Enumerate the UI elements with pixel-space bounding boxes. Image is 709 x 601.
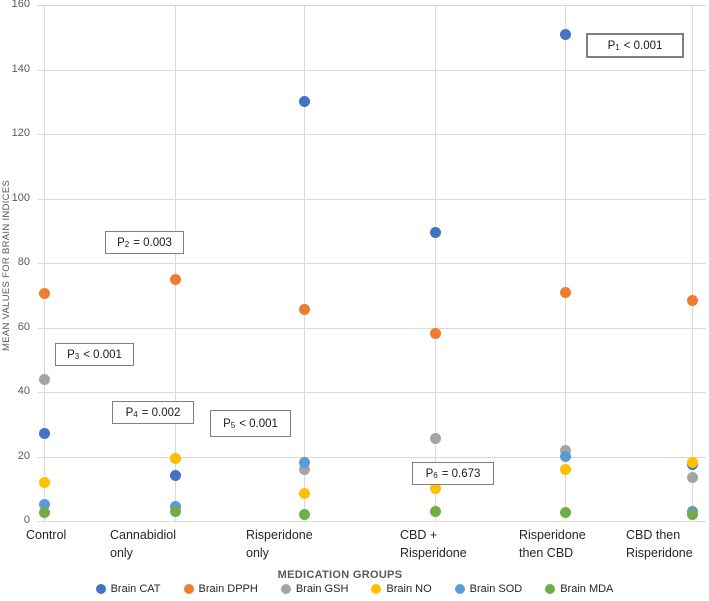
y-tick-label: 60 [17,320,30,333]
legend-label: Brain NO [386,583,432,595]
legend-item-brain-dpph: Brain DPPH [183,583,258,595]
gridline-h [37,5,706,6]
gridline-h [37,521,706,522]
point-brain-dpph-2 [298,304,310,316]
legend-item-brain-sod: Brain SOD [454,583,523,595]
gridline-h [37,198,706,200]
point-brain-no-2 [298,488,310,500]
gridline-v [175,5,176,521]
annotation-p4: P 4 = 0.002 [112,401,194,424]
legend-label: Brain MDA [560,583,614,595]
y-tick-label: 0 [23,514,30,526]
x-category-label: CBD + Risperidone [400,528,467,560]
gridline-v [44,5,45,521]
y-tick-label: 140 [11,62,30,75]
annotation-p2: P 2 = 0.003 [105,231,184,254]
point-brain-gsh-4 [559,444,571,456]
y-tick-label: 40 [17,385,30,397]
gridline-h [37,263,706,264]
point-brain-gsh-0 [38,373,50,385]
point-brain-gsh-2 [298,463,310,475]
point-brain-no-0 [38,476,50,488]
point-brain-cat-3 [429,226,441,238]
point-brain-cat-4 [559,28,571,40]
legend-item-brain-no: Brain NO [371,583,432,595]
point-brain-dpph-5 [686,294,698,306]
y-tick-label: 80 [17,256,30,268]
legend-item-brain-mda: Brain MDA [545,583,613,595]
point-brain-mda-3 [429,505,441,517]
gridline-v [692,5,693,521]
annotation-p5: P 5 < 0.001 [210,410,291,437]
point-brain-dpph-0 [38,288,50,300]
point-brain-dpph-4 [559,286,571,298]
point-brain-mda-4 [559,507,571,519]
point-brain-mda-2 [298,509,310,521]
gridline-v [304,5,305,521]
legend: Brain CAT Brain DPPH Brain GSH Brain NO Brai… [0,583,709,595]
legend-label: Brain GSH [295,583,349,595]
point-brain-mda-1 [169,505,181,517]
x-category-label: Cannabidiol only [110,528,177,560]
x-category-label: Risperidone then CBD [519,528,586,560]
gridline-h [37,392,706,393]
point-brain-no-1 [169,452,181,464]
legend-item-brain-gsh: Brain GSH [280,583,349,595]
legend-marker-icon [454,584,465,594]
y-tick-label: 160 [11,0,30,10]
gridline-h [37,327,706,329]
legend-marker-icon [545,584,556,594]
gridline-h [37,134,706,135]
gridline-v [435,5,436,521]
legend-marker-icon [183,584,194,594]
point-brain-gsh-5 [686,471,698,483]
point-brain-gsh-3 [429,433,441,445]
point-brain-cat-0 [38,428,50,440]
point-brain-mda-0 [38,507,50,519]
point-brain-cat-2 [298,96,310,108]
legend-label: Brain DPPH [198,583,258,595]
point-brain-sod-2 [298,457,310,469]
x-category-label: Control [26,528,67,542]
point-brain-mda-5 [686,509,698,521]
legend-marker-icon [95,584,106,594]
legend-marker-icon [280,584,291,594]
point-brain-dpph-1 [169,273,181,285]
annotation-p3: P 3 < 0.001 [55,343,134,366]
point-brain-sod-0 [38,499,50,511]
y-tick-label: 100 [11,191,30,204]
point-brain-cat-1 [169,470,181,482]
gridline-h [37,456,706,458]
legend-marker-icon [371,584,382,594]
point-brain-no-3 [429,483,441,495]
point-brain-no-4 [559,463,571,475]
gridline-v [565,5,566,521]
x-category-label: CBD then Risperidone [626,528,693,560]
point-brain-sod-4 [559,451,571,462]
x-axis-title: MEDICATION GROUPS [277,569,403,581]
y-tick-label: 20 [17,449,30,462]
annotation-p1: P 1 < 0.001 [586,33,684,58]
point-brain-no-5 [686,457,698,469]
point-brain-dpph-3 [429,328,441,340]
legend-label: Brain CAT [110,583,161,595]
legend-label: Brain SOD [469,583,523,595]
x-category-label: Risperidone only [246,528,313,560]
legend-item-brain-cat: Brain CAT [95,583,161,595]
y-tick-label: 120 [11,127,30,139]
annotation-p6: P 6 = 0.673 [412,462,494,485]
gridline-h [37,69,706,71]
